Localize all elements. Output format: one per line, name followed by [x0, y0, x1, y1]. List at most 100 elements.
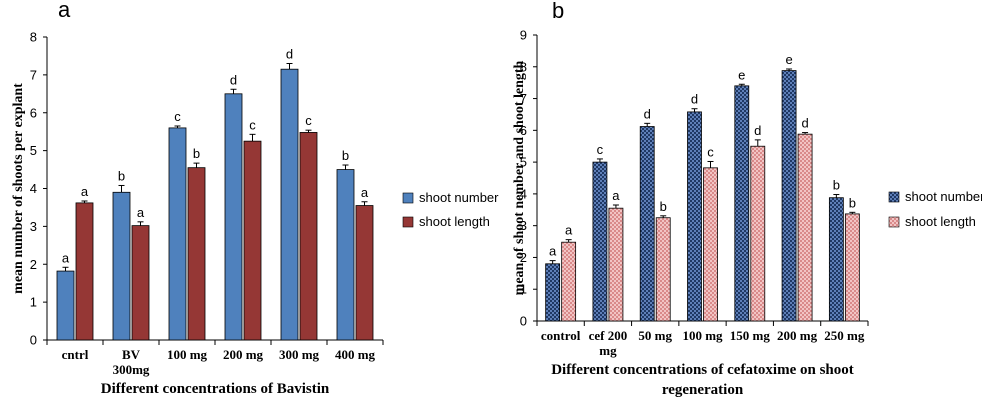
- x-tick-label: cntrl: [62, 347, 89, 362]
- bar-shoot-length-7: [844, 213, 860, 322]
- significance-letter: b: [833, 178, 840, 193]
- bar-shoot-length-6: [355, 205, 374, 341]
- x-tick-label-line: mg: [599, 343, 617, 358]
- y-axis-title: mean of shoot nember and shoot length: [512, 60, 527, 295]
- x-tick-label: 200 mg: [223, 347, 264, 362]
- bar-shoot-length-3: [187, 167, 206, 341]
- significance-letter: d: [801, 116, 808, 131]
- legend-label: shoot number: [419, 190, 499, 205]
- significance-letter: c: [174, 109, 181, 124]
- x-tick-label: 150 mg: [730, 328, 771, 343]
- bar-shoot-length-1: [561, 241, 577, 322]
- bar-shoot-number-5: [734, 85, 750, 322]
- bar-shoot-number-4: [687, 111, 702, 322]
- x-axis-title-line: Different concentrations of cefatoxime o…: [551, 362, 854, 378]
- x-tick-label: control: [541, 328, 581, 343]
- x-tick-label: BV 300mg: [113, 347, 150, 377]
- bar-shoot-number-1: [545, 263, 561, 322]
- y-tick-label: 1: [520, 282, 527, 297]
- x-tick-label: 200 mg: [777, 328, 818, 343]
- significance-letter: d: [691, 92, 698, 107]
- y-tick-label: 3: [520, 218, 527, 233]
- y-tick-label: 7: [520, 91, 527, 106]
- legend-label: shoot number: [905, 189, 982, 204]
- bar-shoot-number-1: [56, 270, 75, 341]
- x-axis-title: Different concentrations of cefatoxime o…: [551, 362, 854, 398]
- significance-letter: e: [738, 67, 745, 82]
- legend-swatch: [888, 191, 900, 203]
- x-axis-title: Different concentrations of Bavistin: [101, 381, 330, 397]
- legend-label: shoot length: [419, 214, 490, 229]
- significance-letter: b: [849, 195, 856, 210]
- x-tick-label: 100 mg: [682, 328, 723, 343]
- legend-swatch: [402, 216, 414, 228]
- significance-letter: a: [612, 188, 620, 203]
- y-tick-label: 5: [520, 155, 527, 170]
- significance-letter: d: [644, 106, 651, 121]
- y-axis-title: mean number of shoots per explant: [11, 83, 26, 294]
- y-tick-label: 5: [30, 143, 37, 158]
- x-tick-label: 250 mg: [824, 328, 865, 343]
- significance-letter: a: [137, 205, 145, 220]
- bar-shoot-number-3: [639, 126, 655, 322]
- y-tick-label: 8: [520, 59, 527, 74]
- significance-letter: e: [785, 52, 792, 67]
- y-tick-label: 4: [520, 186, 527, 201]
- bar-shoot-length-4: [243, 140, 262, 341]
- y-tick-label: 6: [520, 123, 527, 138]
- significance-letter: a: [361, 185, 369, 200]
- bar-shoot-number-7: [828, 197, 844, 322]
- significance-letter: a: [62, 250, 70, 265]
- bar-shoot-number-4: [224, 93, 243, 341]
- x-axis-title-line: regeneration: [662, 382, 744, 398]
- bar-shoot-number-3: [168, 127, 187, 341]
- significance-letter: c: [707, 144, 714, 159]
- bar-shoot-number-6: [781, 70, 797, 322]
- x-tick-label: cef 200 mg: [589, 328, 628, 358]
- legend-label: shoot length: [905, 214, 976, 229]
- panel-label: a: [58, 0, 71, 22]
- bar-shoot-length-2: [131, 225, 150, 341]
- significance-letter: c: [249, 117, 256, 132]
- significance-letter: b: [193, 146, 200, 161]
- bar-shoot-length-5: [750, 145, 766, 322]
- panel-label: b: [552, 0, 564, 23]
- significance-letter: a: [81, 184, 89, 199]
- bar-shoot-length-5: [299, 132, 318, 341]
- y-tick-label: 0: [30, 333, 37, 348]
- x-tick-label: 50 mg: [638, 328, 672, 343]
- y-tick-label: 0: [520, 314, 527, 329]
- x-tick-label-line: cef 200: [589, 328, 628, 343]
- x-tick-label: 300 mg: [279, 347, 320, 362]
- y-tick-label: 7: [30, 67, 37, 82]
- bar-shoot-length-2: [608, 207, 624, 322]
- bar-shoot-number-2: [592, 161, 608, 322]
- bar-shoot-number-2: [112, 191, 131, 341]
- y-tick-label: 9: [520, 28, 527, 43]
- significance-letter: c: [597, 142, 604, 157]
- chart-panel-a: a 0 1 2 3 4 5 6 7 8 a a b a c b d c d c b a cntrl BV 300mg 100 mg…: [11, 0, 499, 397]
- significance-letter: a: [565, 223, 573, 238]
- y-tick-label: 6: [30, 105, 37, 120]
- significance-letter: b: [118, 168, 125, 183]
- significance-letter: a: [549, 244, 557, 259]
- bar-shoot-number-6: [336, 169, 355, 341]
- bar-shoot-number-5: [280, 68, 299, 341]
- y-tick-label: 3: [30, 219, 37, 234]
- bar-shoot-length-3: [655, 217, 671, 322]
- y-tick-label: 4: [30, 181, 37, 196]
- x-tick-label-line: BV: [122, 347, 141, 362]
- y-tick-label: 1: [30, 295, 37, 310]
- y-tick-label: 2: [30, 257, 37, 272]
- legend-swatch: [888, 216, 900, 228]
- x-tick-label-line: 300mg: [113, 362, 150, 377]
- bar-shoot-length-4: [703, 167, 718, 322]
- bar-shoot-length-6: [797, 133, 813, 322]
- x-tick-label: 400 mg: [335, 347, 376, 362]
- legend-swatch: [402, 192, 414, 204]
- significance-letter: d: [230, 72, 237, 87]
- significance-letter: d: [286, 47, 293, 62]
- significance-letter: d: [754, 123, 761, 138]
